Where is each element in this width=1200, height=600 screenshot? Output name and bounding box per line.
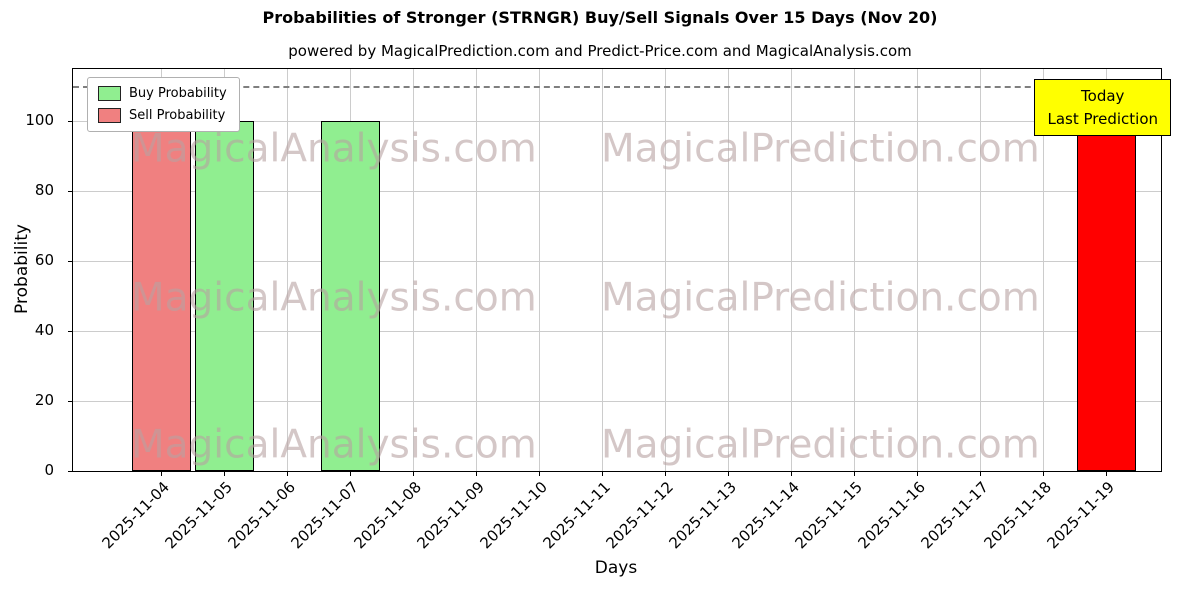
y-tick-mark	[68, 471, 73, 472]
x-tick-label: 2025-11-05	[161, 478, 236, 553]
legend-label-sell: Sell Probability	[129, 108, 226, 123]
y-tick-mark	[68, 401, 73, 403]
gridline-vertical	[1043, 69, 1044, 471]
chart-title: Probabilities of Stronger (STRNGR) Buy/S…	[262, 8, 938, 27]
x-tick-label: 2025-11-08	[350, 478, 425, 553]
gridline-vertical	[791, 69, 792, 471]
y-tick-label: 60	[34, 251, 54, 270]
gridline-vertical	[287, 69, 288, 471]
y-axis-ticks: 0 20 40 60 80 100	[0, 68, 64, 479]
x-tick-mark	[917, 471, 918, 476]
gridline-vertical	[917, 69, 918, 471]
x-tick-label: 2025-11-10	[476, 478, 551, 553]
x-axis-label: Days	[594, 558, 638, 578]
sell-swatch-icon	[98, 108, 121, 123]
x-tick-mark	[413, 471, 414, 476]
bar-2025-11-07	[320, 121, 380, 471]
y-tick-label: 80	[34, 181, 54, 200]
plot-area: Buy Probability Sell Probability Today L…	[68, 68, 1171, 476]
x-tick-mark	[161, 471, 162, 476]
x-tick-mark	[854, 471, 855, 476]
x-tick-mark	[350, 471, 351, 476]
gridline-vertical	[728, 69, 729, 471]
y-tick-label: 20	[34, 391, 54, 410]
watermark-text: MagicalPrediction.com	[601, 126, 1040, 172]
y-tick-label: 100	[25, 111, 54, 130]
gridline-horizontal	[73, 331, 1161, 333]
x-tick-label: 2025-11-15	[791, 478, 866, 553]
bar-2025-11-05	[194, 121, 254, 471]
x-tick-label: 2025-11-16	[854, 478, 929, 553]
x-tick-label: 2025-11-11	[539, 478, 614, 553]
x-tick-label: 2025-11-07	[287, 478, 362, 553]
gridline-vertical	[980, 69, 981, 471]
x-tick-label: 2025-11-19	[1043, 478, 1118, 553]
gridline-vertical	[539, 69, 540, 471]
x-tick-mark	[665, 471, 666, 476]
x-tick-mark	[287, 471, 288, 476]
legend-item-sell: Sell Probability	[98, 108, 227, 123]
x-tick-mark	[476, 471, 477, 476]
x-tick-mark	[1106, 471, 1107, 476]
x-tick-label: 2025-11-13	[665, 478, 740, 553]
gridline-horizontal	[73, 191, 1161, 193]
legend-item-buy: Buy Probability	[98, 86, 227, 101]
y-tick-mark	[68, 331, 73, 333]
gridline-vertical	[665, 69, 666, 471]
y-tick-mark	[68, 261, 73, 263]
x-tick-label: 2025-11-17	[917, 478, 992, 553]
y-tick-mark	[68, 191, 73, 193]
today-annotation-line1: Today	[1081, 87, 1125, 105]
today-annotation-line2: Last Prediction	[1047, 109, 1158, 128]
gridline-horizontal	[73, 401, 1161, 403]
bar-2025-11-04	[131, 121, 191, 471]
y-tick-label: 0	[44, 461, 54, 479]
gridline-vertical	[476, 69, 477, 471]
x-tick-mark	[539, 471, 540, 476]
watermark-text: MagicalPrediction.com	[601, 422, 1040, 468]
gridline-vertical	[413, 69, 414, 471]
chart-subtitle: powered by MagicalPrediction.com and Pre…	[288, 42, 912, 60]
gridline-vertical	[602, 69, 603, 471]
watermark-text: MagicalPrediction.com	[601, 275, 1040, 321]
x-tick-mark	[1043, 471, 1044, 476]
x-tick-mark	[980, 471, 981, 476]
x-tick-mark	[728, 471, 729, 476]
x-tick-mark	[791, 471, 792, 476]
gridline-vertical	[854, 69, 855, 471]
bar-2025-11-19	[1076, 121, 1136, 471]
legend: Buy Probability Sell Probability	[87, 77, 240, 132]
y-tick-mark	[68, 121, 73, 123]
x-tick-label: 2025-11-04	[98, 478, 173, 553]
x-tick-label: 2025-11-06	[224, 478, 299, 553]
legend-label-buy: Buy Probability	[129, 86, 227, 101]
x-tick-mark	[602, 471, 603, 476]
x-tick-label: 2025-11-12	[602, 478, 677, 553]
x-tick-label: 2025-11-18	[980, 478, 1055, 553]
x-tick-label: 2025-11-14	[728, 478, 803, 553]
dashed-guide-line	[73, 86, 1161, 89]
buy-swatch-icon	[98, 86, 121, 101]
gridline-horizontal	[73, 121, 1161, 123]
x-tick-label: 2025-11-09	[413, 478, 488, 553]
y-tick-label: 40	[34, 321, 54, 340]
x-tick-mark	[224, 471, 225, 476]
gridline-horizontal	[73, 261, 1161, 263]
x-axis-ticks: 2025-11-04 2025-11-05 2025-11-06 2025-11-07…	[72, 478, 1160, 568]
today-annotation: Today Last Prediction	[1034, 79, 1171, 136]
